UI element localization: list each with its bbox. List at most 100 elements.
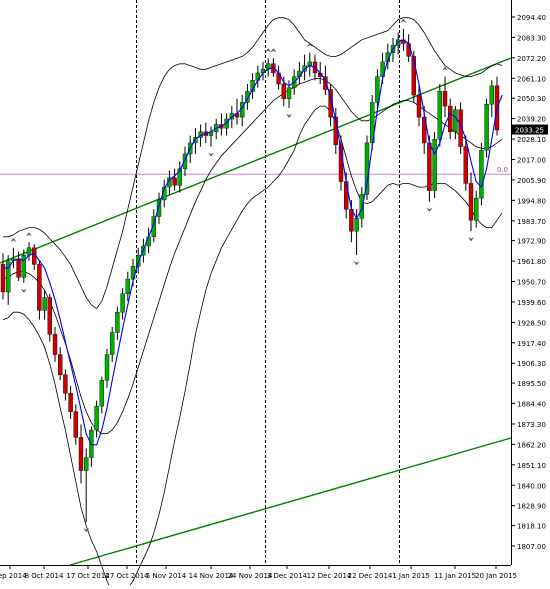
time-tick-label: 20 Jan 2015 (475, 572, 517, 580)
candle-body (489, 85, 494, 105)
candle-body (99, 380, 105, 407)
price-tick-label: 1807.00 (517, 543, 546, 551)
price-tick-label: 1884.40 (517, 401, 546, 409)
candle-body (427, 142, 432, 191)
price-tick-label: 1828.90 (517, 503, 546, 511)
candle-body (281, 83, 286, 99)
price-tick-label: 1906.30 (517, 360, 546, 368)
upper-trendline (0, 57, 512, 264)
price-tick-label: 2050.30 (517, 95, 546, 103)
fractal-up-marker (306, 42, 313, 47)
current-price-label: 2033.25 (515, 127, 544, 135)
candle-body (479, 150, 484, 199)
candle-body (47, 297, 52, 335)
time-tick-label: 8 Oct 2014 (25, 572, 64, 580)
fractal-down-marker (353, 261, 360, 266)
candle-body (120, 293, 125, 313)
candle-body (453, 109, 458, 133)
fractal-up-marker (26, 232, 32, 237)
candle-body (5, 260, 11, 293)
candle-body (156, 199, 162, 217)
price-tick-label: 1840.00 (517, 482, 546, 490)
price-tick-label: 1895.50 (517, 380, 546, 388)
candle-body (463, 146, 468, 184)
time-tick-label: 14 Nov 2014 (189, 572, 234, 580)
candle-body (135, 254, 141, 267)
current-price-tag (512, 124, 548, 135)
price-tick-label: 2072.20 (517, 55, 546, 63)
fractal-up-marker (265, 48, 272, 53)
candle-body (437, 91, 442, 140)
price-tick-label: 2028.10 (517, 136, 546, 144)
candle-body (104, 354, 110, 381)
fractal-down-marker (468, 237, 474, 242)
fractal-down-marker (20, 288, 27, 293)
candle-body (16, 258, 21, 278)
candle-body (416, 94, 422, 118)
candle-body (83, 457, 89, 471)
candle-body (109, 332, 115, 355)
candle-body (182, 153, 188, 169)
price-tick-label: 2094.40 (517, 14, 546, 22)
candle-body (359, 194, 364, 219)
price-tick-label: 1961.80 (517, 258, 546, 266)
candle-body (323, 76, 328, 90)
fractal-up-marker (400, 18, 407, 23)
price-tick-label: 1873.30 (517, 421, 546, 429)
price-tick-label: 2039.20 (517, 116, 546, 124)
plot-area (0, 0, 511, 565)
candle-body (432, 139, 437, 191)
candle-body (68, 393, 73, 412)
candle-body (442, 91, 448, 107)
price-tick-label: 2061.10 (517, 75, 546, 83)
candle-body (94, 405, 99, 431)
price-tick-label: 1950.70 (517, 279, 546, 287)
price-tick-label: 2005.90 (517, 177, 546, 185)
candle-body (245, 91, 250, 103)
candle-body (63, 374, 68, 394)
fractal-down-marker (426, 207, 433, 212)
candle-body (151, 216, 157, 237)
candle-body (328, 89, 333, 118)
candle-body (37, 264, 42, 311)
price-tick-label: 1862.20 (517, 441, 546, 449)
candle-body (468, 183, 474, 221)
price-tick-label: 1818.10 (517, 523, 546, 531)
candle-body (125, 278, 131, 295)
price-tick-label: 1939.60 (517, 299, 546, 307)
candle-body (73, 411, 79, 438)
time-tick-label: 22 Dec 2014 (348, 572, 393, 580)
fractal-up-marker (10, 237, 17, 242)
candle-body (411, 56, 416, 96)
price-tick-label: 2017.00 (517, 156, 546, 164)
time-tick-label: Sep 2014 (0, 572, 27, 580)
candle-body (458, 109, 463, 147)
price-tick-label: 1851.10 (517, 462, 546, 470)
candle-body (448, 105, 453, 133)
time-tick-label: 17 Oct 2014 (66, 572, 110, 580)
candle-body (474, 197, 479, 221)
price-tick-label: 2083.30 (517, 34, 546, 42)
candle-body (21, 254, 26, 278)
time-tick-label: 5 Nov 2014 (146, 572, 187, 580)
candle-body (26, 247, 32, 256)
candle-body (177, 168, 183, 186)
fractal-down-marker (286, 113, 292, 118)
price-tick-label: 1983.70 (517, 218, 546, 226)
candle-body (0, 264, 6, 293)
candle-body (422, 116, 427, 144)
lower-band-line (2, 105, 503, 589)
time-tick-label: 27 Oct 2014 (105, 572, 149, 580)
candle-body (484, 104, 489, 151)
candle-body (172, 177, 177, 186)
price-tick-label: 1928.50 (517, 319, 546, 327)
fractal-down-marker (208, 152, 214, 157)
candle-body (344, 181, 349, 210)
candle-body (78, 437, 84, 471)
candle-body (286, 87, 292, 99)
candle-body (354, 218, 359, 232)
candle-body (375, 76, 380, 103)
fractal-up-marker (270, 48, 277, 53)
candle-body (406, 43, 411, 57)
